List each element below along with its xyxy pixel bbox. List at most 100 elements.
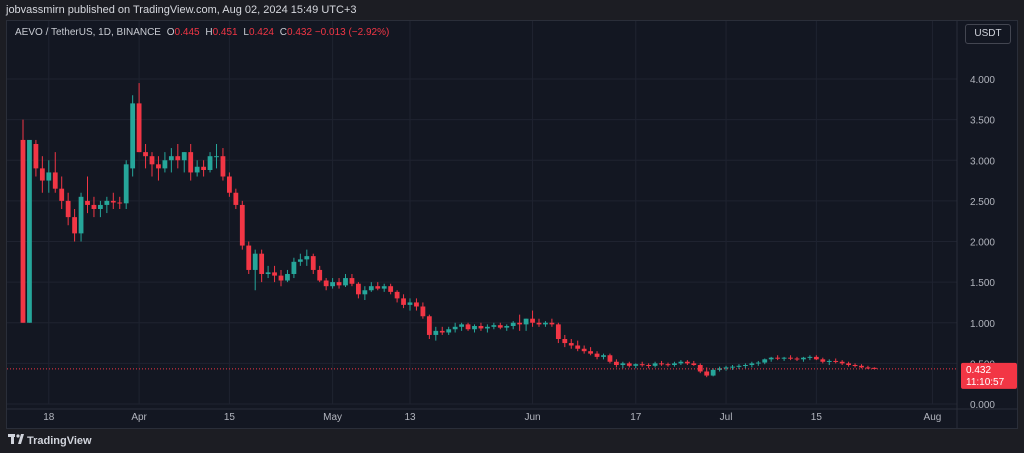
candle[interactable]	[317, 265, 323, 283]
candle[interactable]	[626, 361, 632, 368]
candle[interactable]	[820, 357, 826, 364]
candle[interactable]	[607, 353, 613, 364]
candle[interactable]	[439, 326, 445, 335]
candle[interactable]	[723, 365, 729, 371]
candle[interactable]	[691, 360, 697, 366]
candle[interactable]	[865, 365, 871, 370]
candle[interactable]	[149, 152, 155, 177]
candle[interactable]	[78, 192, 84, 242]
candle[interactable]	[523, 318, 529, 331]
candle[interactable]	[330, 278, 335, 289]
candle[interactable]	[98, 200, 103, 218]
candle[interactable]	[136, 83, 142, 153]
candle[interactable]	[472, 324, 477, 333]
candle[interactable]	[601, 353, 606, 360]
candle[interactable]	[543, 321, 548, 327]
candle[interactable]	[272, 265, 277, 283]
candle[interactable]	[381, 283, 387, 292]
candle[interactable]	[110, 192, 116, 209]
candle[interactable]	[227, 172, 232, 197]
candle[interactable]	[265, 265, 271, 279]
candle[interactable]	[678, 360, 684, 365]
candle[interactable]	[214, 144, 219, 169]
candle[interactable]	[401, 294, 406, 309]
candle[interactable]	[555, 322, 561, 344]
candle[interactable]	[665, 362, 671, 367]
candle[interactable]	[20, 119, 26, 323]
candle[interactable]	[368, 282, 374, 292]
candle[interactable]	[639, 361, 645, 367]
candle[interactable]	[801, 356, 806, 362]
candle[interactable]	[394, 290, 400, 303]
candle[interactable]	[433, 326, 439, 341]
candle[interactable]	[85, 176, 90, 214]
candle[interactable]	[652, 361, 658, 368]
candle[interactable]	[768, 356, 774, 362]
candle[interactable]	[775, 355, 781, 361]
candle[interactable]	[72, 209, 77, 242]
candle[interactable]	[143, 144, 148, 169]
candle[interactable]	[562, 334, 568, 348]
candle[interactable]	[46, 160, 52, 193]
candle[interactable]	[168, 148, 174, 173]
candle[interactable]	[530, 310, 535, 327]
candle[interactable]	[362, 286, 368, 300]
candle[interactable]	[388, 283, 394, 295]
candle[interactable]	[323, 278, 329, 291]
candle[interactable]	[188, 144, 194, 181]
candle[interactable]	[349, 274, 355, 287]
candle[interactable]	[259, 249, 265, 283]
candle[interactable]	[356, 282, 361, 299]
candle[interactable]	[201, 160, 206, 177]
candle[interactable]	[672, 361, 677, 367]
candle[interactable]	[446, 326, 452, 335]
candle[interactable]	[252, 249, 258, 291]
candle[interactable]	[478, 322, 484, 331]
currency-button[interactable]: USDT	[965, 24, 1011, 44]
candle[interactable]	[310, 253, 316, 274]
candle[interactable]	[807, 355, 813, 361]
candle[interactable]	[549, 318, 555, 327]
candle[interactable]	[414, 298, 419, 311]
candle[interactable]	[420, 302, 426, 319]
candle[interactable]	[794, 356, 800, 361]
candle[interactable]	[588, 347, 593, 356]
chart-panel[interactable]: 4.0003.5003.0002.5002.0001.5001.0000.500…	[6, 20, 1018, 429]
candle[interactable]	[846, 361, 851, 367]
candle[interactable]	[33, 139, 39, 177]
candle[interactable]	[510, 321, 516, 330]
candle[interactable]	[156, 156, 161, 181]
candle[interactable]	[297, 253, 303, 266]
candle[interactable]	[710, 368, 716, 377]
candle[interactable]	[175, 144, 181, 169]
candle[interactable]	[646, 363, 652, 369]
candle[interactable]	[852, 363, 858, 368]
candle[interactable]	[485, 324, 490, 333]
candle[interactable]	[117, 196, 123, 209]
candle[interactable]	[788, 355, 793, 361]
candle[interactable]	[220, 148, 226, 181]
candle[interactable]	[755, 360, 761, 366]
candle[interactable]	[246, 241, 252, 275]
candle[interactable]	[491, 322, 497, 330]
candle[interactable]	[813, 355, 819, 361]
candle[interactable]	[104, 196, 110, 214]
candle[interactable]	[407, 298, 413, 311]
candle[interactable]	[426, 314, 432, 339]
candle[interactable]	[536, 318, 542, 327]
candle[interactable]	[52, 152, 58, 193]
candle[interactable]	[194, 160, 200, 177]
candlestick-chart[interactable]: 4.0003.5003.0002.5002.0001.5001.0000.500…	[7, 21, 1017, 428]
candle[interactable]	[181, 152, 187, 173]
candle[interactable]	[697, 363, 703, 374]
candle[interactable]	[336, 278, 342, 289]
candle[interactable]	[59, 176, 65, 210]
candle[interactable]	[730, 365, 735, 370]
candle[interactable]	[575, 340, 581, 352]
candle[interactable]	[614, 359, 619, 368]
candle[interactable]	[39, 156, 45, 193]
candle[interactable]	[285, 269, 290, 283]
candle[interactable]	[375, 282, 381, 291]
candle[interactable]	[581, 345, 587, 354]
candle[interactable]	[517, 314, 523, 331]
